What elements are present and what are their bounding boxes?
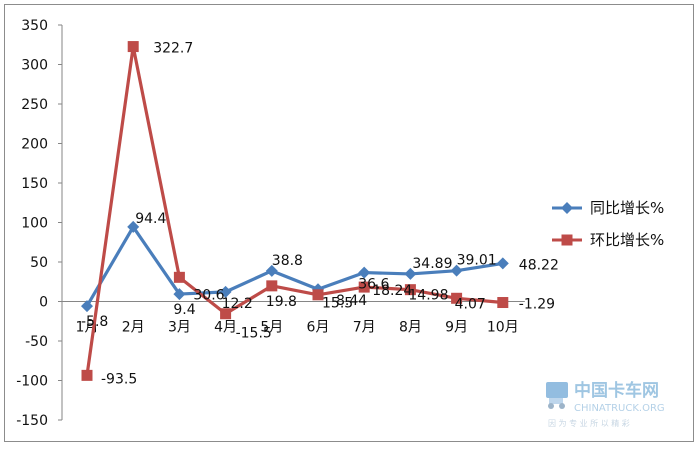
x-tick-label: 5月 bbox=[260, 320, 283, 336]
data-point bbox=[127, 41, 139, 53]
data-point bbox=[81, 369, 93, 381]
y-tick-label: 200 bbox=[21, 137, 48, 153]
y-tick-label: 300 bbox=[21, 58, 48, 74]
y-tick-label: 350 bbox=[21, 18, 48, 34]
data-label: 34.89 bbox=[412, 256, 452, 272]
series-line-2 bbox=[85, 44, 503, 376]
watermark-title: 中国卡车网 bbox=[574, 380, 659, 401]
x-tick-label: 9月 bbox=[445, 320, 468, 336]
data-label: 18.24 bbox=[372, 283, 412, 299]
chart-frame bbox=[4, 4, 694, 442]
x-tick-label: 10月 bbox=[487, 320, 519, 336]
data-point bbox=[497, 297, 509, 309]
x-tick-label: 8月 bbox=[399, 320, 422, 336]
series-line-1 bbox=[85, 225, 504, 307]
data-labels: -5.8 94.4 9.4 12.2 38.8 15.5 36.6 34.89 39.01 48.… bbox=[81, 41, 559, 388]
series-layer bbox=[81, 41, 509, 381]
y-tick-label: 50 bbox=[30, 255, 48, 271]
data-point bbox=[173, 271, 185, 283]
data-point bbox=[358, 281, 370, 293]
x-tick-label: 2月 bbox=[122, 320, 145, 336]
data-label: 15.5 bbox=[322, 295, 353, 311]
data-label: 38.8 bbox=[272, 253, 303, 269]
y-tick-label: 150 bbox=[21, 176, 48, 192]
y-tick-labels: 350 300 250 200 150 100 50 0 -50 -100 -150 bbox=[16, 18, 48, 429]
data-label: 94.4 bbox=[135, 211, 166, 227]
x-tick-label: 6月 bbox=[307, 320, 330, 336]
data-point bbox=[404, 284, 416, 296]
data-label: -5.8 bbox=[81, 314, 108, 330]
x-tick-label: 3月 bbox=[168, 320, 191, 336]
legend-label: 同比增长% bbox=[590, 199, 664, 217]
data-label: -15.5 bbox=[236, 326, 272, 342]
data-point bbox=[404, 267, 417, 280]
data-point bbox=[312, 289, 324, 301]
data-point bbox=[266, 280, 278, 292]
legend-marker bbox=[561, 234, 573, 246]
chinatruck-logo: 中国卡车网 CHINATRUCK.ORG 因 为 专 业 所 以 精 彩 bbox=[546, 380, 665, 428]
legend-marker bbox=[561, 202, 573, 214]
axes bbox=[58, 24, 525, 421]
data-point bbox=[451, 292, 463, 304]
data-label: 30.6 bbox=[193, 287, 224, 303]
y-tick-label: 100 bbox=[21, 216, 48, 232]
watermark-subtitle: CHINATRUCK.ORG bbox=[574, 403, 665, 414]
data-label: 12.2 bbox=[222, 296, 253, 312]
y-tick-label: -150 bbox=[16, 413, 48, 429]
y-tick-label: 250 bbox=[21, 97, 48, 113]
legend: 同比增长% 环比增长% bbox=[552, 199, 664, 249]
data-point bbox=[173, 288, 186, 301]
data-label: -93.5 bbox=[101, 371, 137, 387]
x-tick-labels: 1月 2月 3月 4月 5月 6月 7月 8月 9月 10月 bbox=[76, 320, 519, 336]
data-label: 322.7 bbox=[153, 41, 193, 57]
y-tick-label: -50 bbox=[25, 334, 48, 350]
legend-label: 环比增长% bbox=[590, 231, 664, 249]
data-point bbox=[127, 220, 140, 233]
data-label: 48.22 bbox=[519, 257, 559, 273]
data-label: 9.4 bbox=[173, 302, 195, 318]
data-point bbox=[220, 308, 232, 320]
watermark-tagline: 因 为 专 业 所 以 精 彩 bbox=[548, 418, 630, 428]
data-point bbox=[496, 257, 509, 270]
data-label: -1.29 bbox=[519, 297, 555, 313]
x-tick-label: 7月 bbox=[353, 320, 376, 336]
data-point bbox=[219, 285, 232, 298]
data-label: 8.44 bbox=[336, 293, 367, 309]
data-label: 39.01 bbox=[457, 253, 497, 269]
data-point bbox=[358, 266, 371, 279]
data-label: 19.8 bbox=[266, 294, 297, 310]
x-tick-label: 4月 bbox=[214, 320, 237, 336]
data-point bbox=[265, 264, 278, 277]
data-point bbox=[81, 300, 93, 313]
data-label: 14.98 bbox=[408, 288, 448, 304]
data-point bbox=[450, 264, 463, 277]
data-label: 36.6 bbox=[358, 277, 389, 293]
y-tick-label: -100 bbox=[16, 374, 48, 390]
data-label: 4.07 bbox=[455, 296, 486, 312]
y-tick-label: 0 bbox=[39, 295, 48, 311]
